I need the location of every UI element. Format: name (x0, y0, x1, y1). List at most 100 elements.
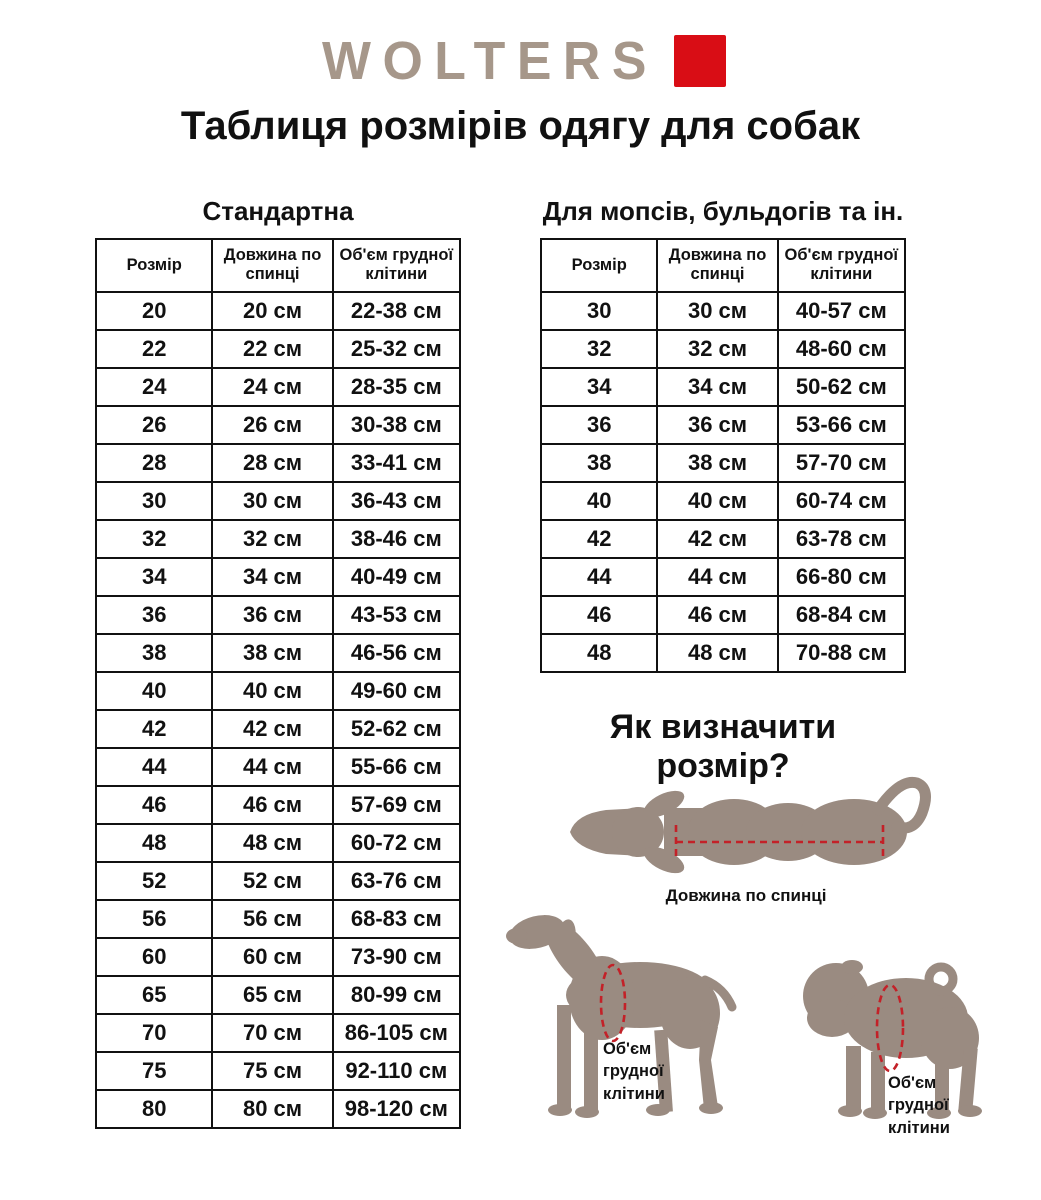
table-cell: 60 см (211, 936, 334, 977)
wolters-logo-red-square-icon (674, 35, 727, 87)
table-cell: 48 см (211, 822, 334, 863)
table-cell: 28-35 см (331, 366, 462, 407)
standard-size-section: Стандартна Розмір Довжина по спинці Об'єм … (94, 196, 462, 1129)
table-cell: 28 см (211, 442, 334, 483)
pug-bulldog-size-section: Для мопсів, бульдогів та ін. Розмір Довжи… (539, 196, 907, 673)
table-cell: 86-105 см (331, 1012, 462, 1053)
table-row: 36 36 см 43-53 см (94, 594, 462, 635)
table-cell: 32 (94, 518, 214, 559)
table-cell: 52-62 см (331, 708, 462, 749)
table-cell: 22 (94, 328, 214, 369)
table-cell: 68-83 см (331, 898, 462, 939)
table-cell: 36-43 см (331, 480, 462, 521)
table-cell: 40 см (211, 670, 334, 711)
table-cell: 46 (94, 784, 214, 825)
column-header: Розмір (539, 238, 659, 293)
table-cell: 20 (94, 290, 214, 331)
table-row: 42 42 см 63-78 см (539, 518, 907, 559)
table-cell: 44 см (656, 556, 779, 597)
table-cell: 44 см (211, 746, 334, 787)
chest-girth-label: Об'єм грудної клітини (603, 1040, 665, 1103)
column-header: Об'єм грудної клітини (776, 238, 907, 293)
table-cell: 46-56 см (331, 632, 462, 673)
table-cell: 40 см (656, 480, 779, 521)
back-length-label: Довжина по спинці (665, 886, 827, 905)
table-cell: 80-99 см (331, 974, 462, 1015)
table-row: 80 80 см 98-120 см (94, 1088, 462, 1129)
table-row: 48 48 см 70-88 см (539, 632, 907, 673)
dog-side-view-illustration (506, 915, 737, 1118)
table-row: 42 42 см 52-62 см (94, 708, 462, 749)
table-cell: 46 см (656, 594, 779, 635)
table-cell: 36 см (211, 594, 334, 635)
table-cell: 70 (94, 1012, 214, 1053)
table-row: 60 60 см 73-90 см (94, 936, 462, 977)
table-cell: 53-66 см (776, 404, 907, 445)
pug-table-heading: Для мопсів, бульдогів та ін. (542, 196, 904, 226)
column-header: Об'єм грудної клітини (331, 238, 462, 293)
table-cell: 66-80 см (776, 556, 907, 597)
table-cell: 75 (94, 1050, 214, 1091)
table-cell: 56 (94, 898, 214, 939)
table-cell: 30 (539, 290, 659, 331)
table-row: 46 46 см 57-69 см (94, 784, 462, 825)
table-cell: 60-72 см (331, 822, 462, 863)
page-title: Таблиця розмірів одягу для собак (180, 104, 861, 148)
table-row: 28 28 см 33-41 см (94, 442, 462, 483)
table-row: 32 32 см 48-60 см (539, 328, 907, 369)
table-cell: 24 (94, 366, 214, 407)
table-cell: 43-53 см (331, 594, 462, 635)
table-cell: 42 (94, 708, 214, 749)
table-row: 56 56 см 68-83 см (94, 898, 462, 939)
table-row: 40 40 см 49-60 см (94, 670, 462, 711)
back-length-measure-line (674, 825, 885, 859)
table-cell: 34 (539, 366, 659, 407)
table-row: 22 22 см 25-32 см (94, 328, 462, 369)
wolters-logo-text: WOLTERS (321, 31, 658, 91)
table-cell: 42 см (211, 708, 334, 749)
table-cell: 32 (539, 328, 659, 369)
dog-top-view-illustration (570, 776, 932, 874)
table-row: 70 70 см 86-105 см (94, 1012, 462, 1053)
table-cell: 26 см (211, 404, 334, 445)
table-cell: 30 см (656, 290, 779, 331)
table-cell: 44 (539, 556, 659, 597)
table-cell: 49-60 см (331, 670, 462, 711)
standard-size-table: Розмір Довжина по спинці Об'єм грудної клі… (94, 238, 462, 1129)
table-cell: 65 (94, 974, 214, 1015)
table-row: 46 46 см 68-84 см (539, 594, 907, 635)
table-cell: 34 (94, 556, 214, 597)
table-cell: 30 (94, 480, 214, 521)
table-cell: 80 (94, 1088, 214, 1129)
chest-measure-ellipse (599, 963, 627, 1043)
table-cell: 75 см (211, 1050, 334, 1091)
table-cell: 40 (94, 670, 214, 711)
table-cell: 38 см (656, 442, 779, 483)
table-cell: 40-49 см (331, 556, 462, 597)
table-row: 44 44 см 55-66 см (94, 746, 462, 787)
table-cell: 50-62 см (776, 366, 907, 407)
table-cell: 55-66 см (331, 746, 462, 787)
table-cell: 26 (94, 404, 214, 445)
table-row: 75 75 см 92-110 см (94, 1050, 462, 1091)
table-row: 44 44 см 66-80 см (539, 556, 907, 597)
table-cell: 48 (539, 632, 659, 673)
table-row: 32 32 см 38-46 см (94, 518, 462, 559)
column-header: Розмір (94, 238, 214, 293)
table-cell: 68-84 см (776, 594, 907, 635)
table-cell: 44 (94, 746, 214, 787)
table-cell: 38 (94, 632, 214, 673)
table-row: 34 34 см 40-49 см (94, 556, 462, 597)
table-cell: 34 см (656, 366, 779, 407)
table-cell: 52 см (211, 860, 334, 901)
table-row: 48 48 см 60-72 см (94, 822, 462, 863)
table-cell: 60-74 см (776, 480, 907, 521)
table-cell: 70-88 см (776, 632, 907, 673)
table-cell: 22-38 см (331, 290, 462, 331)
table-row: 24 24 см 28-35 см (94, 366, 462, 407)
table-cell: 32 см (211, 518, 334, 559)
table-cell: 57-70 см (776, 442, 907, 483)
chest-girth-label: Об'єм грудної клітини (888, 1074, 950, 1137)
table-row: 65 65 см 80-99 см (94, 974, 462, 1015)
table-cell: 60 (94, 936, 214, 977)
